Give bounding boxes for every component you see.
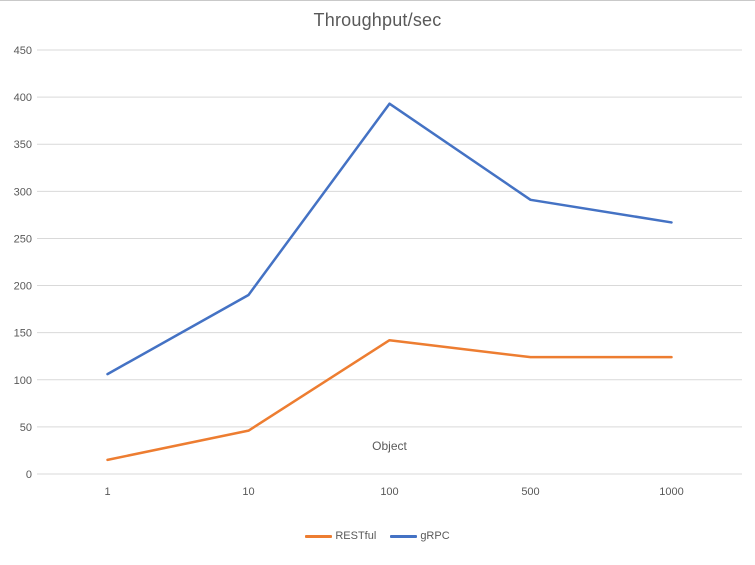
y-tick-label-0: 0 <box>26 469 32 481</box>
y-tick-label-300: 300 <box>14 186 32 198</box>
y-tick-label-150: 150 <box>14 328 32 340</box>
grpc-line-swatch-icon <box>390 534 418 538</box>
legend-item-restful: RESTful <box>305 530 376 542</box>
y-tick-label-350: 350 <box>14 139 32 151</box>
x-tick-label-1: 1 <box>104 486 110 498</box>
series-line-restful <box>106 338 673 462</box>
chart-title: Throughput/sec <box>313 10 442 30</box>
legend-label-grpc: gRPC <box>420 530 450 542</box>
x-axis-title: Object <box>372 439 407 453</box>
y-tick-label-250: 250 <box>14 233 32 245</box>
y-tick-label-100: 100 <box>14 375 32 387</box>
x-tick-label-500: 500 <box>521 486 539 498</box>
legend-label-restful: RESTful <box>335 530 377 542</box>
plot-area: 0 50 100 150 200 250 300 350 400 450 1 10 100 500 1000 <box>14 45 742 498</box>
series-line-grpc <box>106 102 673 376</box>
restful-line-swatch-icon <box>305 534 333 538</box>
y-tick-label-200: 200 <box>14 281 32 293</box>
y-tick-label-450: 450 <box>14 45 32 57</box>
y-tick-label-50: 50 <box>20 422 32 434</box>
legend-item-grpc: gRPC <box>390 530 450 542</box>
x-tick-label-100: 100 <box>380 486 398 498</box>
x-tick-label-1000: 1000 <box>659 486 683 498</box>
y-tick-label-400: 400 <box>14 92 32 104</box>
legend: RESTful gRPC <box>0 530 755 542</box>
x-tick-label-10: 10 <box>242 486 254 498</box>
